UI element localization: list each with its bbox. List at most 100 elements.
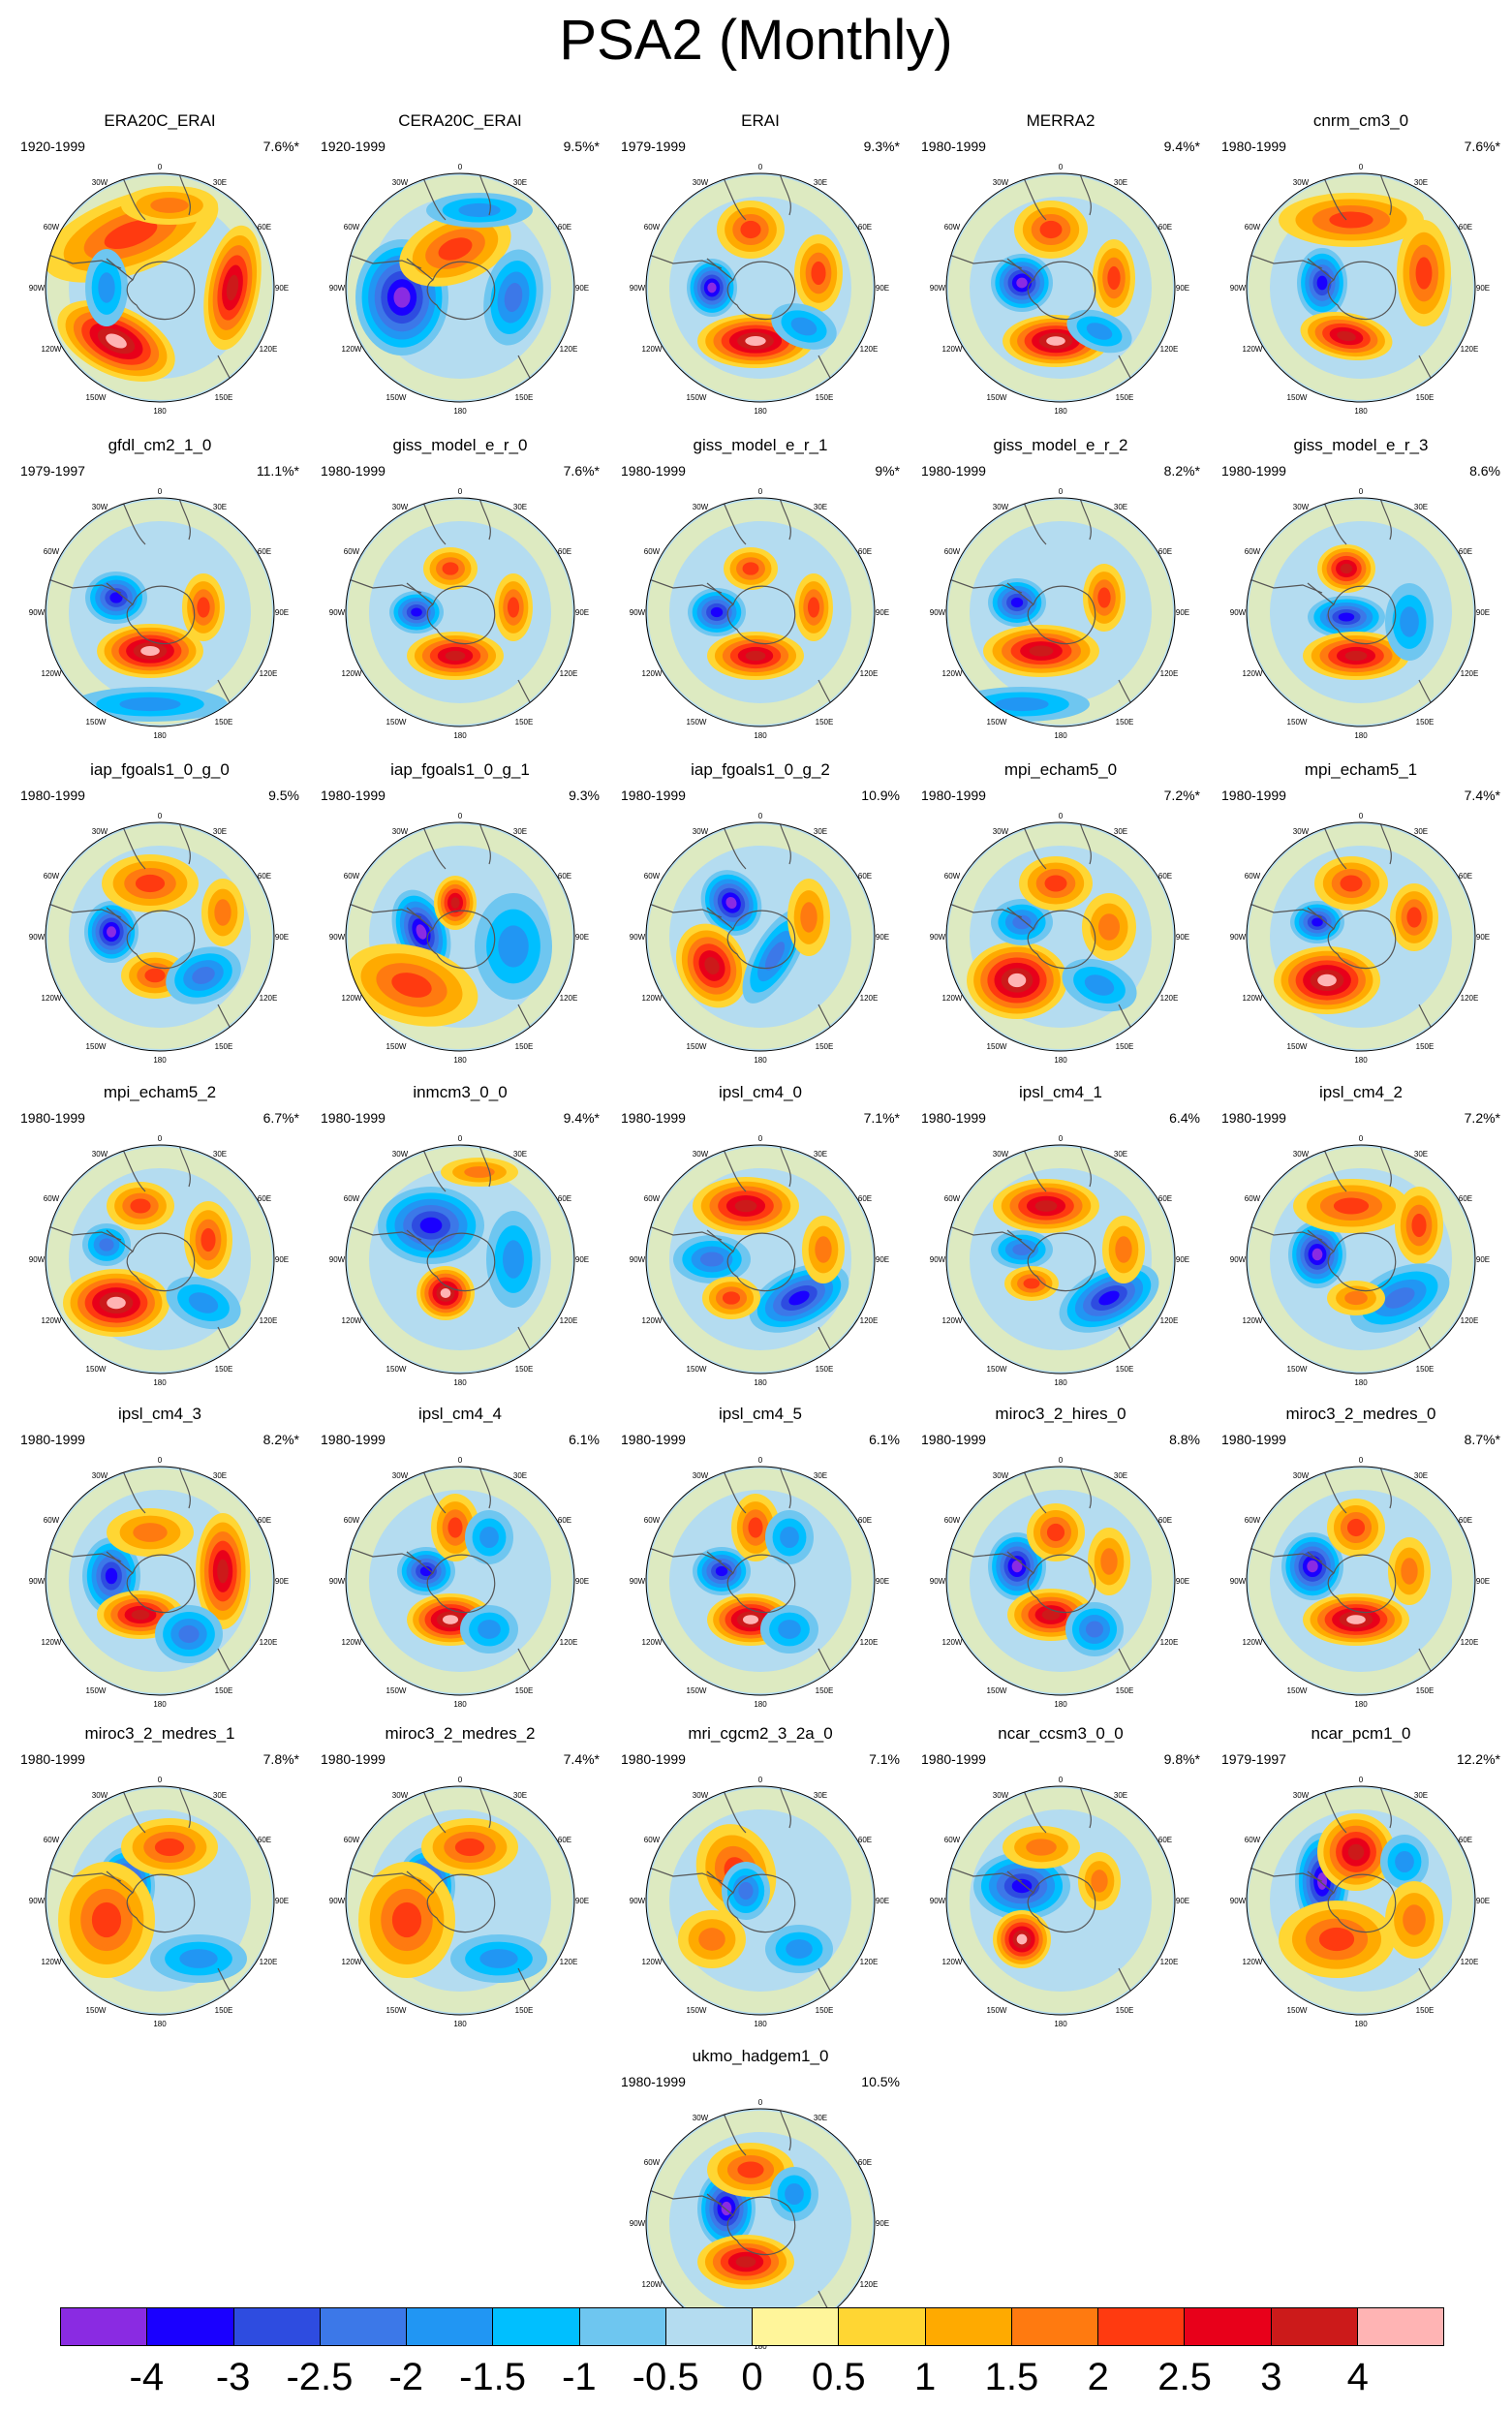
map-panel: ukmo_hadgem1_0 1980-1999 10.5% 0 30E 60E 90E 12… bbox=[615, 2047, 906, 2362]
negative-anomaly-contour bbox=[419, 1565, 433, 1577]
panel-period: 1979-1997 bbox=[1221, 1751, 1286, 1767]
longitude-label: 0 bbox=[758, 812, 763, 820]
longitude-label: 180 bbox=[1054, 1378, 1067, 1387]
antarctica-coastline bbox=[706, 1870, 796, 1932]
polar-stereographic-map: 0 30E 60E 90E 120E 150E 180 150W 120W 90W 60W 30W bbox=[1230, 812, 1490, 1065]
longitude-label: 150E bbox=[816, 718, 834, 726]
longitude-label: 90E bbox=[876, 608, 889, 617]
longitude-label: 60E bbox=[858, 1836, 872, 1844]
antarctica-coastline bbox=[406, 1229, 496, 1291]
longitude-label: 180 bbox=[1054, 2020, 1067, 2028]
longitude-label: 60W bbox=[344, 1836, 360, 1844]
map-border bbox=[345, 1785, 575, 2016]
longitude-label: 90E bbox=[876, 1577, 889, 1586]
antarctica-coastline bbox=[1006, 582, 1096, 644]
longitude-label: 60W bbox=[1245, 223, 1261, 232]
continent-coastline bbox=[46, 822, 243, 1044]
map-panel: giss_model_e_r_0 1980-1999 7.6%* 0 30E 60E 90E… bbox=[315, 436, 605, 751]
longitude-label: 30E bbox=[213, 1791, 227, 1800]
continent-coastline bbox=[946, 1145, 1144, 1367]
longitude-label: 150E bbox=[515, 2006, 534, 2015]
positive-anomaly-contour bbox=[1044, 875, 1067, 892]
longitude-label: 90W bbox=[1230, 1255, 1247, 1264]
panel-variance-percent: 7.8%* bbox=[262, 1751, 299, 1767]
longitude-label: 180 bbox=[453, 407, 467, 416]
longitude-label: 0 bbox=[758, 1134, 763, 1143]
longitude-label: 180 bbox=[453, 1056, 467, 1065]
longitude-label: 0 bbox=[758, 163, 763, 171]
positive-anomaly-contour bbox=[745, 650, 766, 662]
negative-anomaly-contour bbox=[715, 1565, 728, 1577]
longitude-label: 0 bbox=[1359, 163, 1364, 171]
panel-period: 1980-1999 bbox=[321, 1110, 386, 1126]
longitude-label: 60W bbox=[644, 872, 661, 881]
map-border bbox=[1246, 172, 1476, 403]
continent-coastline bbox=[46, 173, 243, 395]
longitude-label: 150W bbox=[386, 1042, 407, 1051]
longitude-label: 60E bbox=[1158, 1194, 1172, 1203]
longitude-label: 0 bbox=[158, 1134, 163, 1143]
longitude-label: 90W bbox=[630, 608, 646, 617]
longitude-label: 60W bbox=[44, 872, 60, 881]
colorbar-label: -3 bbox=[215, 2356, 251, 2398]
longitude-label: 30E bbox=[814, 827, 827, 836]
longitude-label: 150E bbox=[816, 1686, 834, 1695]
longitude-label: 30W bbox=[693, 503, 709, 511]
longitude-label: 120E bbox=[1160, 994, 1179, 1003]
colorbar-label: 1 bbox=[914, 2356, 937, 2398]
longitude-label: 120E bbox=[560, 669, 578, 678]
panel-variance-percent: 10.9% bbox=[861, 788, 900, 803]
positive-anomaly-contour bbox=[454, 1838, 485, 1857]
longitude-label: 30W bbox=[1293, 1791, 1310, 1800]
longitude-label: 150W bbox=[687, 718, 707, 726]
continent-coastline bbox=[46, 1786, 243, 2008]
longitude-label: 150W bbox=[1287, 1365, 1308, 1374]
continent-coastline bbox=[646, 173, 844, 395]
positive-anomaly-contour bbox=[1023, 1278, 1040, 1289]
panel-variance-percent: 9.3%* bbox=[863, 139, 900, 154]
map-background bbox=[646, 498, 875, 726]
panel-period: 1920-1999 bbox=[20, 139, 85, 154]
longitude-label: 60E bbox=[1459, 872, 1472, 881]
longitude-label: 30E bbox=[213, 827, 227, 836]
longitude-label: 120W bbox=[342, 669, 362, 678]
longitude-label: 0 bbox=[1359, 487, 1364, 496]
longitude-label: 30W bbox=[693, 1150, 709, 1159]
longitude-label: 150E bbox=[515, 1365, 534, 1374]
longitude-label: 0 bbox=[758, 1776, 763, 1784]
longitude-label: 120W bbox=[642, 669, 663, 678]
polar-stereographic-map: 0 30E 60E 90E 120E 150E 180 150W 120W 90W 60W 30W bbox=[29, 487, 289, 740]
longitude-label: 180 bbox=[453, 1700, 467, 1709]
longitude-label: 120E bbox=[1461, 669, 1479, 678]
longitude-label: 90E bbox=[876, 1255, 889, 1264]
positive-anomaly-contour bbox=[201, 1227, 216, 1252]
continent-coastline bbox=[46, 1467, 243, 1688]
positive-anomaly-contour bbox=[1317, 974, 1337, 987]
continent-coastline bbox=[1247, 173, 1444, 395]
longitude-label: 180 bbox=[754, 731, 767, 740]
longitude-label: 90W bbox=[930, 1255, 946, 1264]
negative-anomaly-contour bbox=[1011, 1878, 1033, 1894]
longitude-label: 120W bbox=[1243, 669, 1263, 678]
longitude-label: 120E bbox=[560, 345, 578, 354]
positive-anomaly-contour bbox=[107, 1296, 126, 1310]
map-panel: ipsl_cm4_5 1980-1999 6.1% 0 30E 60E 90E 120E 150… bbox=[615, 1405, 906, 1719]
longitude-label: 90E bbox=[1476, 933, 1490, 942]
negative-anomaly-contour bbox=[98, 272, 115, 303]
polar-stereographic-map: 0 30E 60E 90E 120E 150E 180 150W 120W 90W 60W 30W bbox=[329, 1456, 589, 1709]
longitude-label: 30W bbox=[92, 178, 108, 187]
colorbar-swatch bbox=[753, 2308, 840, 2345]
continent-coastline bbox=[346, 822, 543, 1044]
longitude-label: 90E bbox=[275, 1255, 289, 1264]
map-border bbox=[345, 821, 575, 1052]
longitude-label: 150W bbox=[386, 2006, 407, 2015]
map-border bbox=[45, 172, 275, 403]
longitude-label: 180 bbox=[453, 731, 467, 740]
longitude-label: 150W bbox=[687, 1686, 707, 1695]
map-border bbox=[45, 1785, 275, 2016]
longitude-label: 90W bbox=[930, 933, 946, 942]
longitude-label: 120E bbox=[260, 994, 278, 1003]
negative-anomaly-contour bbox=[778, 1620, 801, 1639]
antarctica-coastline bbox=[406, 907, 496, 969]
panel-variance-percent: 9.5% bbox=[268, 788, 299, 803]
